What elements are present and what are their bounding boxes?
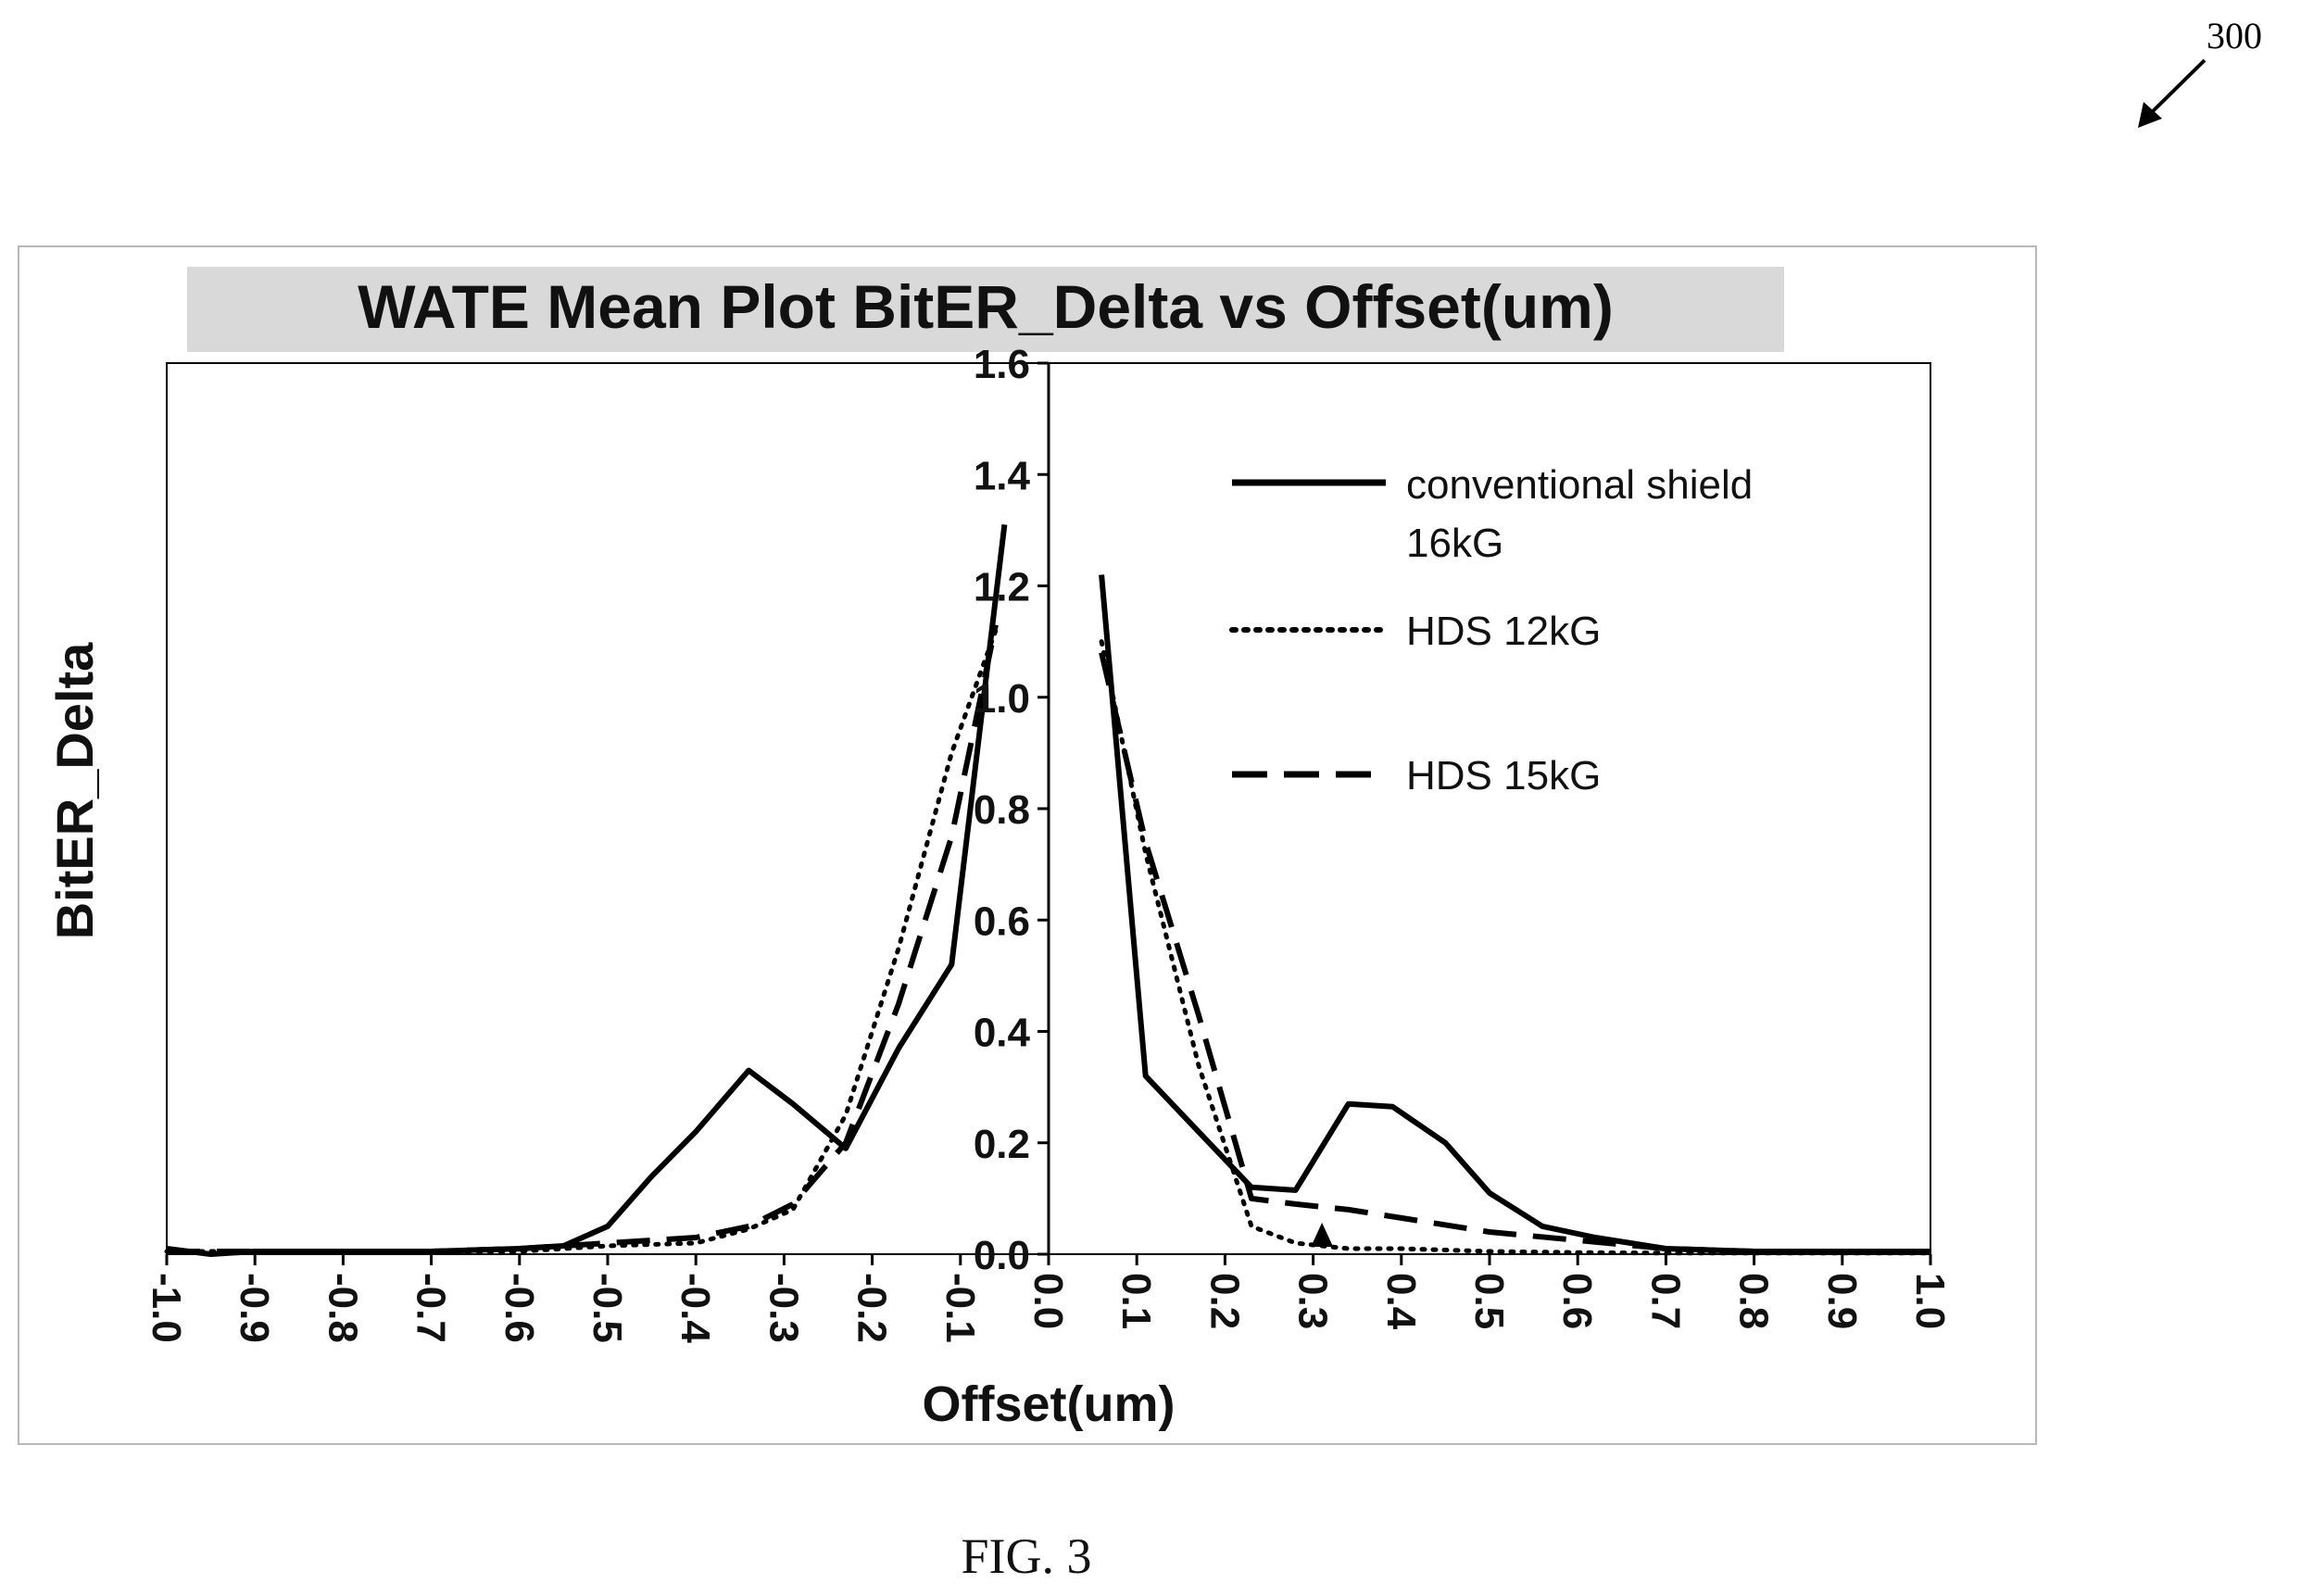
figure-ref-number: 300 (2207, 15, 2262, 57)
x-tick-label: -0.6 (497, 1273, 542, 1343)
x-tick-label: -0.2 (849, 1273, 895, 1343)
y-tick-label: 1.4 (974, 453, 1031, 498)
chart-title-background (187, 267, 1784, 352)
x-tick-label: 0.6 (1554, 1273, 1600, 1329)
x-tick-label: -0.9 (232, 1273, 277, 1343)
x-tick-label: -1.0 (144, 1273, 189, 1343)
x-tick-label: 0.5 (1466, 1273, 1512, 1329)
y-tick-label: 1.6 (974, 342, 1030, 387)
figure-ref-arrow-icon (2138, 58, 2207, 128)
x-tick-label: 0.7 (1642, 1273, 1688, 1329)
y-tick-label: 0.0 (974, 1233, 1030, 1278)
chart-title: WATE Mean Plot BitER_Delta vs Offset(um) (358, 272, 1614, 341)
legend-label-hds-15kg: HDS 15kG (1406, 753, 1601, 798)
x-tick-label: -0.5 (585, 1273, 630, 1343)
legend: conventional shield 16kG HDS 12kG HDS 15… (1229, 462, 1765, 798)
series-line-solid-right (1099, 574, 1930, 1254)
x-axis-title: Offset(um) (923, 1376, 1176, 1432)
series-line-dashed-left (167, 623, 999, 1254)
figure-caption: FIG. 3 (961, 1528, 1091, 1584)
x-tick-label: 0.2 (1201, 1273, 1247, 1329)
legend-label-hds-12kg: HDS 12kG (1406, 609, 1601, 654)
x-tick-label: -0.3 (761, 1273, 806, 1343)
y-axis-title: BitER_Delta (45, 642, 104, 939)
y-tick-label: 0.4 (974, 1011, 1031, 1056)
x-tick-label: -0.8 (320, 1273, 365, 1343)
x-tick-label: 1.0 (1907, 1273, 1953, 1329)
series-line-dashed-right (1099, 651, 1930, 1254)
x-tick-label: 0.9 (1819, 1273, 1865, 1329)
x-tick-label: -0.1 (937, 1273, 983, 1343)
y-tick-label: 0.8 (974, 787, 1030, 833)
y-tick-label: 0.6 (974, 899, 1030, 944)
x-tick-label: 0.0 (1025, 1273, 1071, 1329)
legend-label-conventional-shield: conventional shield 16kG (1406, 462, 1765, 566)
y-tick-label: 1.0 (974, 676, 1030, 722)
triangle-marker-icon (1311, 1222, 1334, 1247)
x-tick-label: -0.4 (673, 1273, 718, 1343)
x-tick-label: -0.7 (409, 1273, 454, 1343)
y-tick-label: 1.2 (974, 565, 1030, 610)
x-tick-label: 0.1 (1113, 1273, 1159, 1329)
x-tick-label: 0.8 (1731, 1273, 1777, 1329)
y-tick-label: 0.2 (974, 1122, 1030, 1167)
x-tick-label: 0.4 (1378, 1273, 1424, 1330)
x-tick-label: 0.3 (1290, 1273, 1336, 1329)
